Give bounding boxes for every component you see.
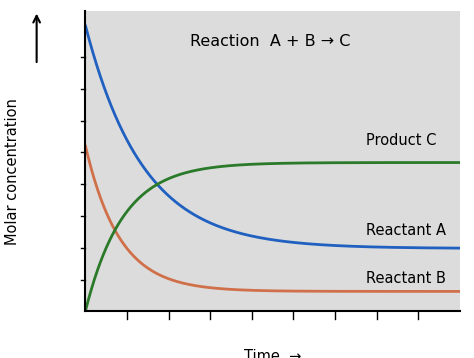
Text: Molar concentration: Molar concentration	[5, 98, 20, 245]
Text: Reactant B: Reactant B	[366, 271, 446, 286]
Text: Time  →: Time →	[244, 349, 301, 358]
Text: Reactant A: Reactant A	[366, 223, 446, 238]
Text: Reaction  A + B → C: Reaction A + B → C	[190, 34, 351, 49]
Text: Product C: Product C	[366, 133, 437, 148]
